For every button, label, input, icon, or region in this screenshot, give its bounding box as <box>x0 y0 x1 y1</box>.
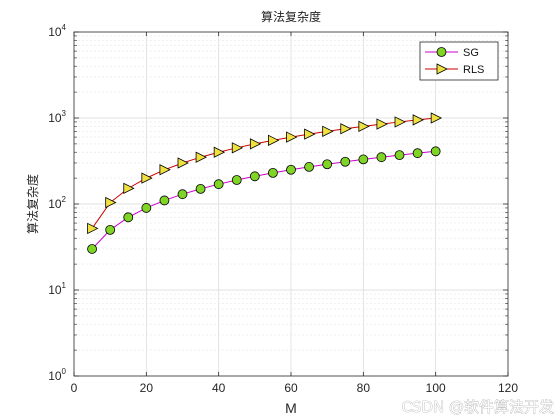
y-tick-label: 100 <box>48 367 66 383</box>
legend-marker-rls <box>436 63 448 75</box>
data-point-sg <box>430 146 441 157</box>
y-tick-label: 104 <box>48 23 66 39</box>
x-tick-label: 0 <box>71 381 78 395</box>
data-point-sg <box>213 179 224 190</box>
x-tick-label: 40 <box>212 381 226 395</box>
data-point-rls <box>231 142 244 154</box>
data-point-sg <box>286 164 296 175</box>
data-point-sg <box>412 148 423 159</box>
data-point-rls <box>412 114 424 126</box>
data-point-sg <box>141 203 152 213</box>
data-point-sg <box>105 224 116 235</box>
y-axis-label: 算法复杂度 <box>25 174 40 234</box>
data-point-rls <box>177 157 189 169</box>
legend-marker-sg <box>436 47 447 57</box>
data-point-rls <box>376 118 388 130</box>
chart-title: 算法复杂度 <box>261 9 321 24</box>
data-point-rls <box>268 134 280 146</box>
data-point-sg <box>304 162 314 172</box>
data-point-rls <box>159 164 171 176</box>
data-point-rls <box>322 125 334 137</box>
data-point-rls <box>141 172 153 184</box>
data-point-rls <box>286 131 298 143</box>
x-tick-label: 60 <box>284 381 298 395</box>
data-point-rls <box>123 182 135 195</box>
x-axis-label: M <box>285 400 297 416</box>
data-point-rls <box>394 116 406 128</box>
legend-label-rls: RLS <box>463 64 484 76</box>
y-tick-label: 101 <box>48 281 66 297</box>
data-point-sg <box>249 171 260 182</box>
x-tick-label: 80 <box>357 381 371 395</box>
data-point-sg <box>159 195 170 206</box>
data-point-sg <box>376 152 387 163</box>
tick-labels: 0 20 40 60 80 100 120 100 101 102 103 104 <box>48 23 518 395</box>
data-point-sg <box>231 175 242 185</box>
data-point-sg <box>394 150 405 161</box>
legend: SG RLS <box>419 41 499 81</box>
legend-box <box>419 41 499 81</box>
data-point-rls <box>87 222 99 235</box>
data-point-rls <box>249 138 262 150</box>
data-point-sg <box>340 156 351 167</box>
data-point-sg <box>358 154 369 165</box>
data-point-sg <box>322 159 333 170</box>
data-point-sg <box>268 167 278 178</box>
y-tick-label: 102 <box>48 195 66 211</box>
legend-label-sg: SG <box>463 47 479 59</box>
data-point-rls <box>340 123 352 135</box>
data-point-rls <box>304 128 316 140</box>
x-tick-label: 20 <box>140 381 154 395</box>
series-markers <box>87 112 443 254</box>
watermark: CSDN @软件算法开发 <box>401 398 554 416</box>
data-point-sg <box>195 183 206 194</box>
data-point-rls <box>358 120 370 132</box>
x-tick-label: 120 <box>498 381 518 395</box>
data-point-sg <box>123 212 134 223</box>
y-tick-label: 103 <box>48 109 66 125</box>
data-point-rls <box>430 112 443 124</box>
data-point-rls <box>195 151 207 163</box>
data-point-rls <box>105 196 117 209</box>
x-tick-label: 100 <box>426 381 446 395</box>
ticks <box>73 31 509 377</box>
data-point-rls <box>213 146 226 158</box>
data-point-sg <box>177 189 188 200</box>
data-point-sg <box>87 244 97 254</box>
